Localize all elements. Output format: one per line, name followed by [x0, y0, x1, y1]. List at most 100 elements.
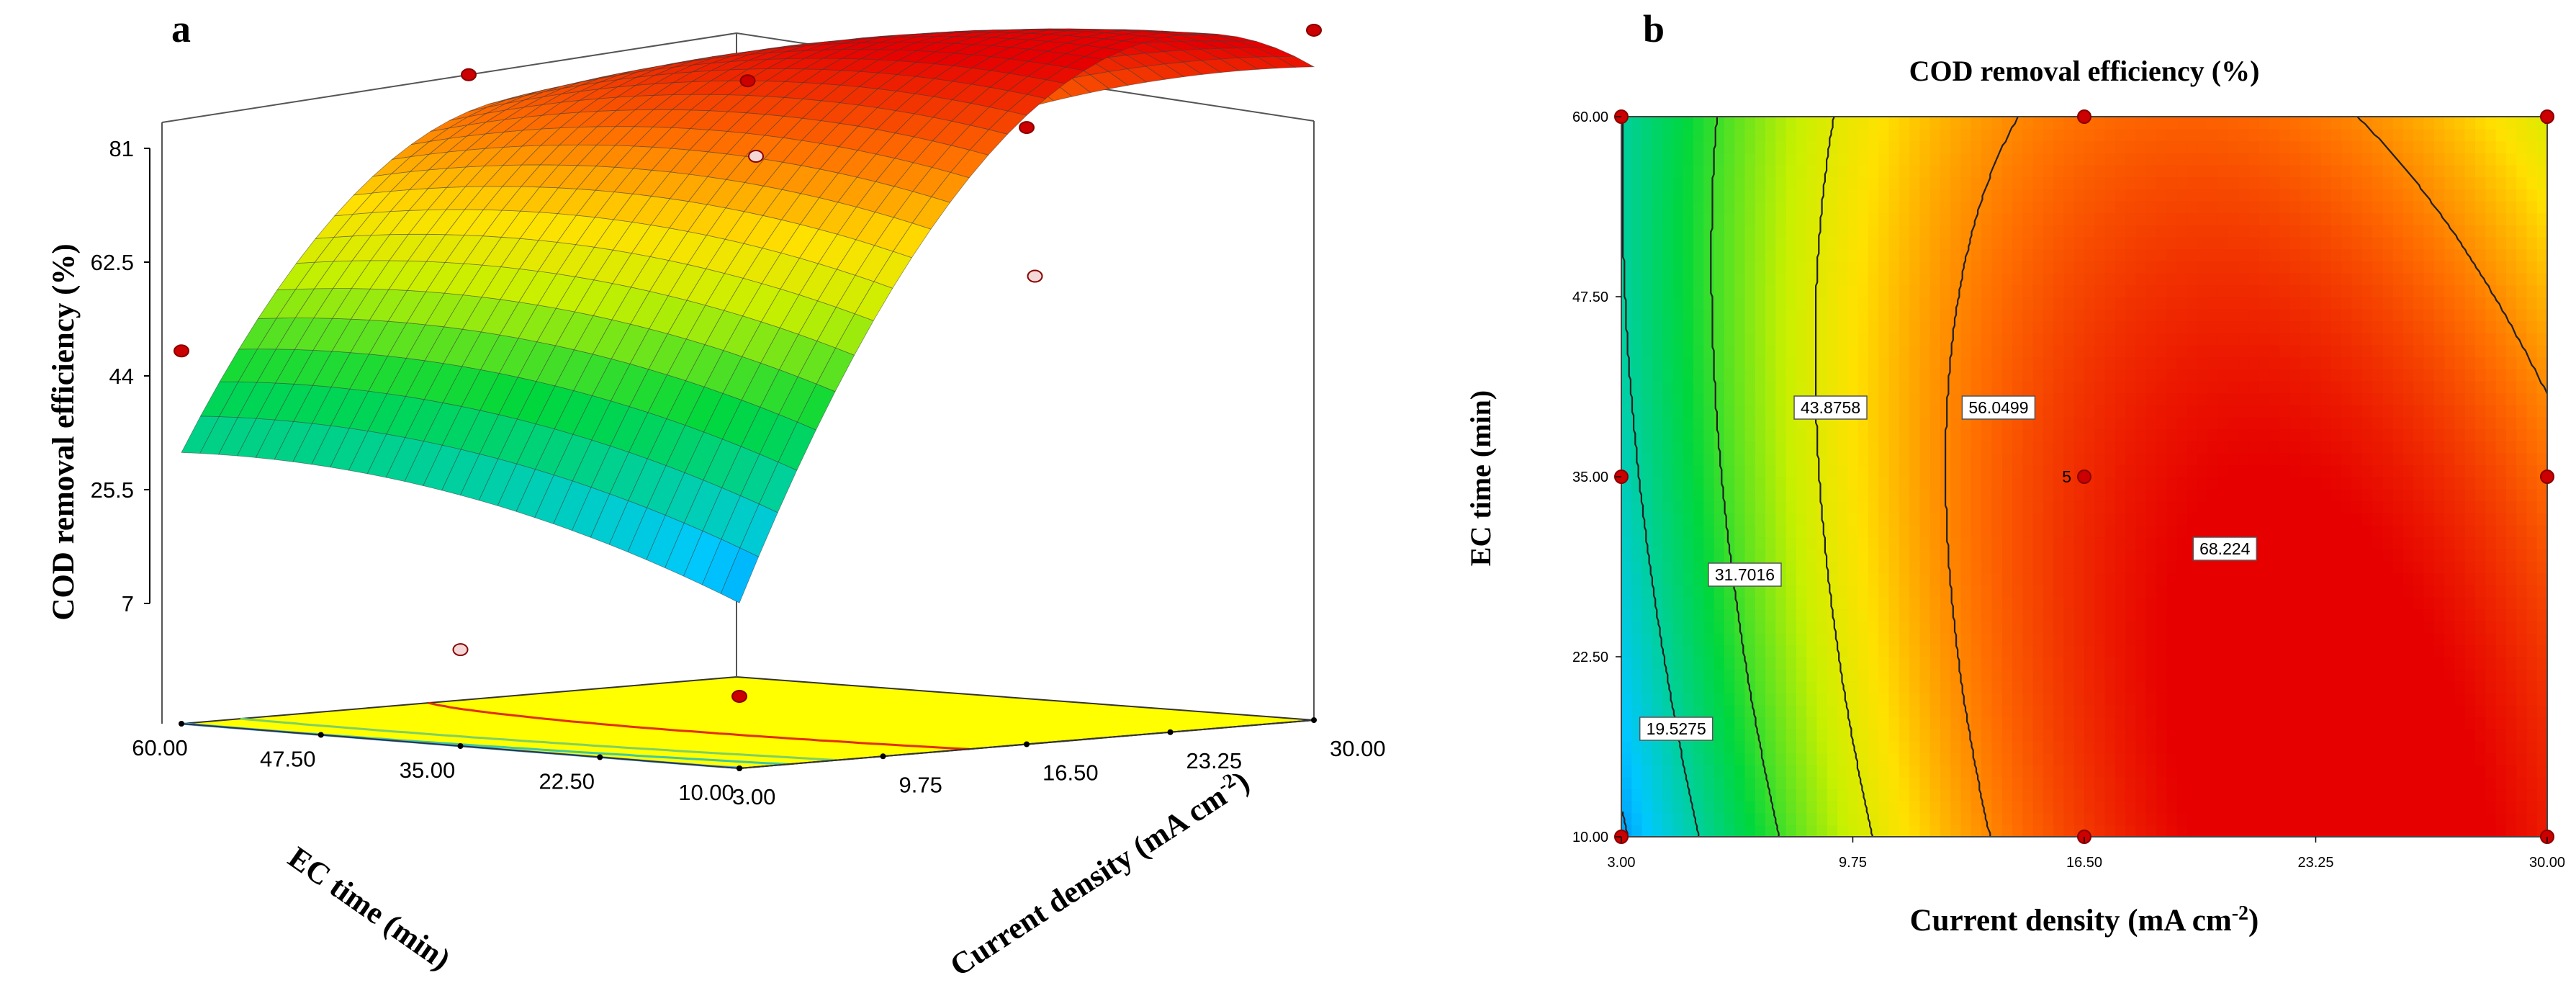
heatmap-cell — [1683, 585, 1694, 598]
heatmap-cell — [1703, 236, 1715, 250]
heatmap-cell — [1713, 740, 1725, 754]
heatmap-cell — [2001, 308, 2013, 322]
heatmap-cell — [1713, 308, 1725, 322]
heatmap-cell — [2228, 464, 2240, 477]
heatmap-cell — [1662, 441, 1674, 454]
heatmap-cell — [1724, 789, 1735, 801]
heatmap-cell — [2073, 789, 2085, 801]
heatmap-cell — [1960, 536, 1972, 549]
heatmap-cell — [1703, 356, 1715, 369]
heatmap-cell — [1857, 729, 1869, 742]
heatmap-cell — [1909, 236, 1921, 250]
heatmap-cell — [1806, 272, 1818, 286]
heatmap-cell — [1683, 812, 1694, 826]
heatmap-cell — [2238, 164, 2250, 178]
heatmap-cell — [1713, 549, 1725, 562]
heatmap-cell — [1929, 189, 1941, 202]
heatmap-cell — [2258, 668, 2270, 682]
heatmap-cell — [1888, 488, 1900, 502]
heatmap-cell — [1991, 248, 2003, 261]
heatmap-cell — [1672, 572, 1684, 585]
heatmap-cell — [1765, 549, 1777, 562]
heatmap-cell — [2269, 729, 2281, 742]
heatmap-cell — [2104, 668, 2116, 682]
heatmap-cell — [2001, 333, 2013, 346]
heatmap-cell — [2289, 765, 2301, 778]
heatmap-cell — [1724, 753, 1735, 765]
heatmap-cell — [1837, 320, 1849, 333]
heatmap-cell — [2001, 668, 2013, 682]
heatmap-cell — [1744, 200, 1756, 214]
heatmap-cell — [1888, 596, 1900, 610]
heatmap-cell — [1693, 380, 1705, 394]
heatmap-cell — [1960, 212, 1972, 225]
heatmap-cell — [1857, 441, 1869, 454]
heatmap-cell — [1734, 789, 1746, 801]
heatmap-cell — [2156, 176, 2168, 189]
heatmap-cell — [1631, 596, 1643, 610]
heatmap-cell — [1785, 464, 1797, 477]
heatmap-cell — [1652, 801, 1663, 814]
heatmap-cell — [2115, 356, 2126, 369]
heatmap-cell — [1641, 753, 1653, 765]
heatmap-cell — [1683, 536, 1694, 549]
heatmap-cell — [1847, 789, 1859, 801]
heatmap-cell — [1755, 392, 1766, 405]
heatmap-cell — [2217, 621, 2229, 634]
heatmap-cell — [2115, 380, 2126, 394]
heatmap-cell — [1755, 128, 1766, 142]
heatmap-cell — [1878, 681, 1890, 693]
heatmap-cell — [1919, 704, 1931, 718]
heatmap-cell — [2248, 513, 2260, 526]
heatmap-cell — [1662, 153, 1674, 166]
heatmap-cell — [2135, 693, 2147, 706]
heatmap-cell — [2001, 320, 2013, 333]
heatmap-cell — [1878, 200, 1890, 214]
heatmap-cell — [2248, 128, 2260, 142]
heatmap-cell — [1991, 668, 2003, 682]
heatmap-cell — [1991, 272, 2003, 286]
heatmap-cell — [2104, 812, 2116, 826]
heatmap-cell — [1837, 704, 1849, 718]
heatmap-cell — [1940, 212, 1952, 225]
heatmap-cell — [1755, 308, 1766, 322]
heatmap-cell — [2022, 308, 2034, 322]
heatmap-cell — [1857, 176, 1869, 189]
heatmap-cell — [1971, 477, 1982, 490]
heatmap-cell — [1837, 356, 1849, 369]
heatmap-cell — [1991, 801, 2003, 814]
heatmap-cell — [2279, 356, 2291, 369]
heatmap-cell — [1888, 308, 1900, 322]
heatmap-cell — [1775, 513, 1787, 526]
heatmap-cell — [2269, 596, 2281, 610]
heatmap-cell — [2197, 585, 2209, 598]
heatmap-cell — [2217, 513, 2229, 526]
heatmap-cell — [1857, 464, 1869, 477]
heatmap-cell — [1744, 477, 1756, 490]
heatmap-cell — [1837, 200, 1849, 214]
heatmap-cell — [1888, 572, 1900, 585]
heatmap-cell — [1713, 416, 1725, 430]
heatmap-cell — [1960, 488, 1972, 502]
heatmap-cell — [1744, 801, 1756, 814]
heatmap-cell — [1827, 585, 1838, 598]
heatmap-cell — [1755, 236, 1766, 250]
heatmap-cell — [1806, 356, 1818, 369]
heatmap-cell — [2094, 693, 2106, 706]
heatmap-cell — [2043, 693, 2054, 706]
heatmap-cell — [2084, 717, 2096, 729]
heatmap-cell — [2187, 645, 2198, 657]
heatmap-cell — [1878, 225, 1890, 238]
heatmap-cell — [1662, 801, 1674, 814]
heatmap-cell — [1816, 428, 1828, 441]
heatmap-cell — [2032, 729, 2044, 742]
heatmap-cell — [1847, 560, 1859, 574]
heatmap-cell — [1734, 536, 1746, 549]
heatmap-cell — [1806, 729, 1818, 742]
heatmap-cell — [1929, 560, 1941, 574]
heatmap-cell — [2063, 668, 2075, 682]
heatmap-cell — [2001, 740, 2013, 754]
heatmap-cell — [2197, 225, 2209, 238]
heatmap-cell — [2125, 513, 2137, 526]
heatmap-cell — [1909, 500, 1921, 513]
